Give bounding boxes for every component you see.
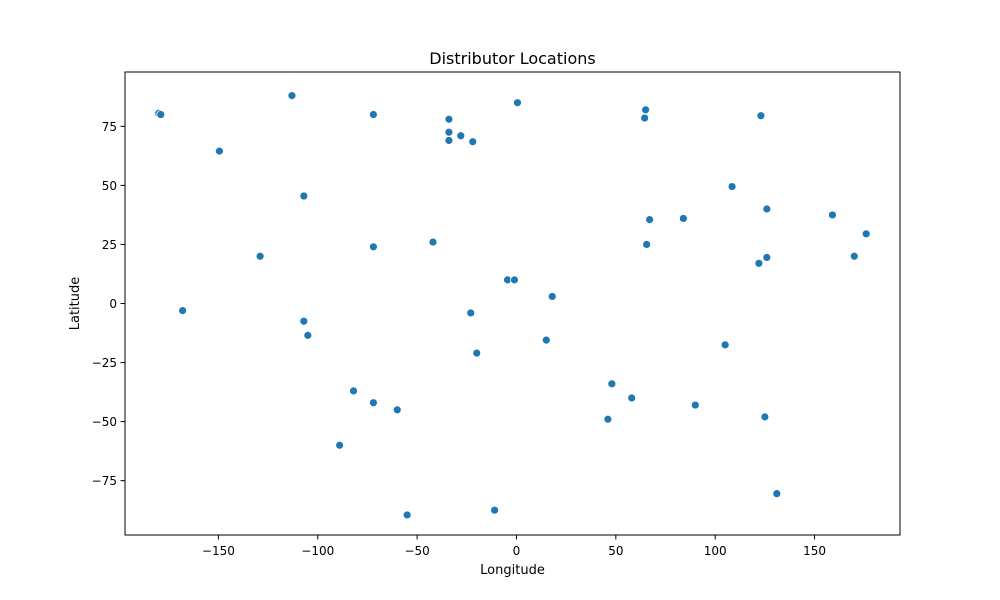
scatter-point — [444, 136, 454, 145]
scatter-point — [828, 210, 837, 220]
scatter-point — [368, 110, 378, 119]
scatter-point — [510, 275, 519, 285]
scatter-point — [472, 348, 482, 358]
scatter-point — [490, 505, 500, 515]
scatter-point — [303, 330, 313, 340]
y-tick-label: 0 — [109, 297, 117, 311]
y-axis-ticks: −75 −50 −25 0 25 50 75 — [92, 120, 125, 488]
scatter-point — [642, 240, 652, 249]
scatter-point — [456, 131, 466, 141]
scatter-point — [214, 146, 224, 156]
y-tick-label: −75 — [92, 474, 117, 488]
y-tick-label: 25 — [102, 238, 117, 252]
scatter-point — [760, 412, 770, 422]
scatter-point — [861, 229, 871, 239]
scatter-point — [607, 379, 617, 389]
scatter-point — [349, 386, 358, 396]
x-tick-label: 100 — [704, 544, 727, 558]
x-axis-ticks: −150 −100 −50 0 50 100 150 — [202, 535, 826, 558]
scatter-point — [645, 215, 655, 225]
scatter-point — [727, 182, 737, 191]
scatter-point — [513, 98, 522, 108]
scatter-point — [772, 489, 782, 499]
scatter-point — [299, 316, 309, 326]
x-tick-label: 0 — [513, 544, 521, 558]
scatter-point — [392, 405, 402, 415]
y-axis-label: Latitude — [68, 277, 83, 331]
x-tick-label: −100 — [301, 544, 334, 558]
scatter-point — [299, 191, 309, 201]
scatter-point — [690, 400, 700, 410]
scatter-point — [255, 251, 265, 261]
scatter-point — [335, 440, 345, 450]
scatter-point — [444, 114, 454, 124]
x-tick-label: −50 — [404, 544, 429, 558]
y-tick-label: 75 — [102, 120, 117, 134]
y-tick-label: −50 — [92, 415, 117, 429]
scatter-point — [754, 258, 764, 268]
scatter-point — [178, 306, 188, 315]
scatter-point — [466, 308, 476, 318]
x-tick-label: 150 — [803, 544, 826, 558]
scatter-point — [402, 510, 412, 520]
x-tick-label: −150 — [202, 544, 235, 558]
scatter-point — [603, 414, 613, 424]
scatter-point — [156, 110, 166, 119]
y-tick-label: −25 — [92, 356, 117, 370]
data-points — [154, 91, 871, 520]
y-tick-label: 50 — [102, 179, 117, 193]
chart-title: Distributor Locations — [429, 49, 595, 68]
x-axis-label: Longitude — [480, 563, 545, 578]
scatter-point — [641, 105, 651, 115]
scatter-point — [762, 253, 772, 262]
scatter-point — [541, 335, 551, 345]
scatter-point — [368, 242, 378, 252]
scatter-point — [468, 137, 478, 147]
scatter-point — [627, 393, 637, 403]
x-tick-label: 50 — [608, 544, 623, 558]
scatter-point — [444, 127, 454, 137]
scatter-point — [287, 91, 297, 101]
scatter-point — [640, 113, 650, 123]
scatter-point — [368, 398, 378, 408]
scatter-point — [678, 214, 688, 223]
scatter-point — [756, 111, 766, 121]
scatter-point — [428, 237, 438, 247]
scatter-point — [762, 204, 772, 214]
plot-area-frame — [124, 71, 901, 536]
scatter-point — [720, 340, 730, 350]
scatter-point — [547, 292, 557, 301]
scatter-point — [849, 251, 859, 261]
